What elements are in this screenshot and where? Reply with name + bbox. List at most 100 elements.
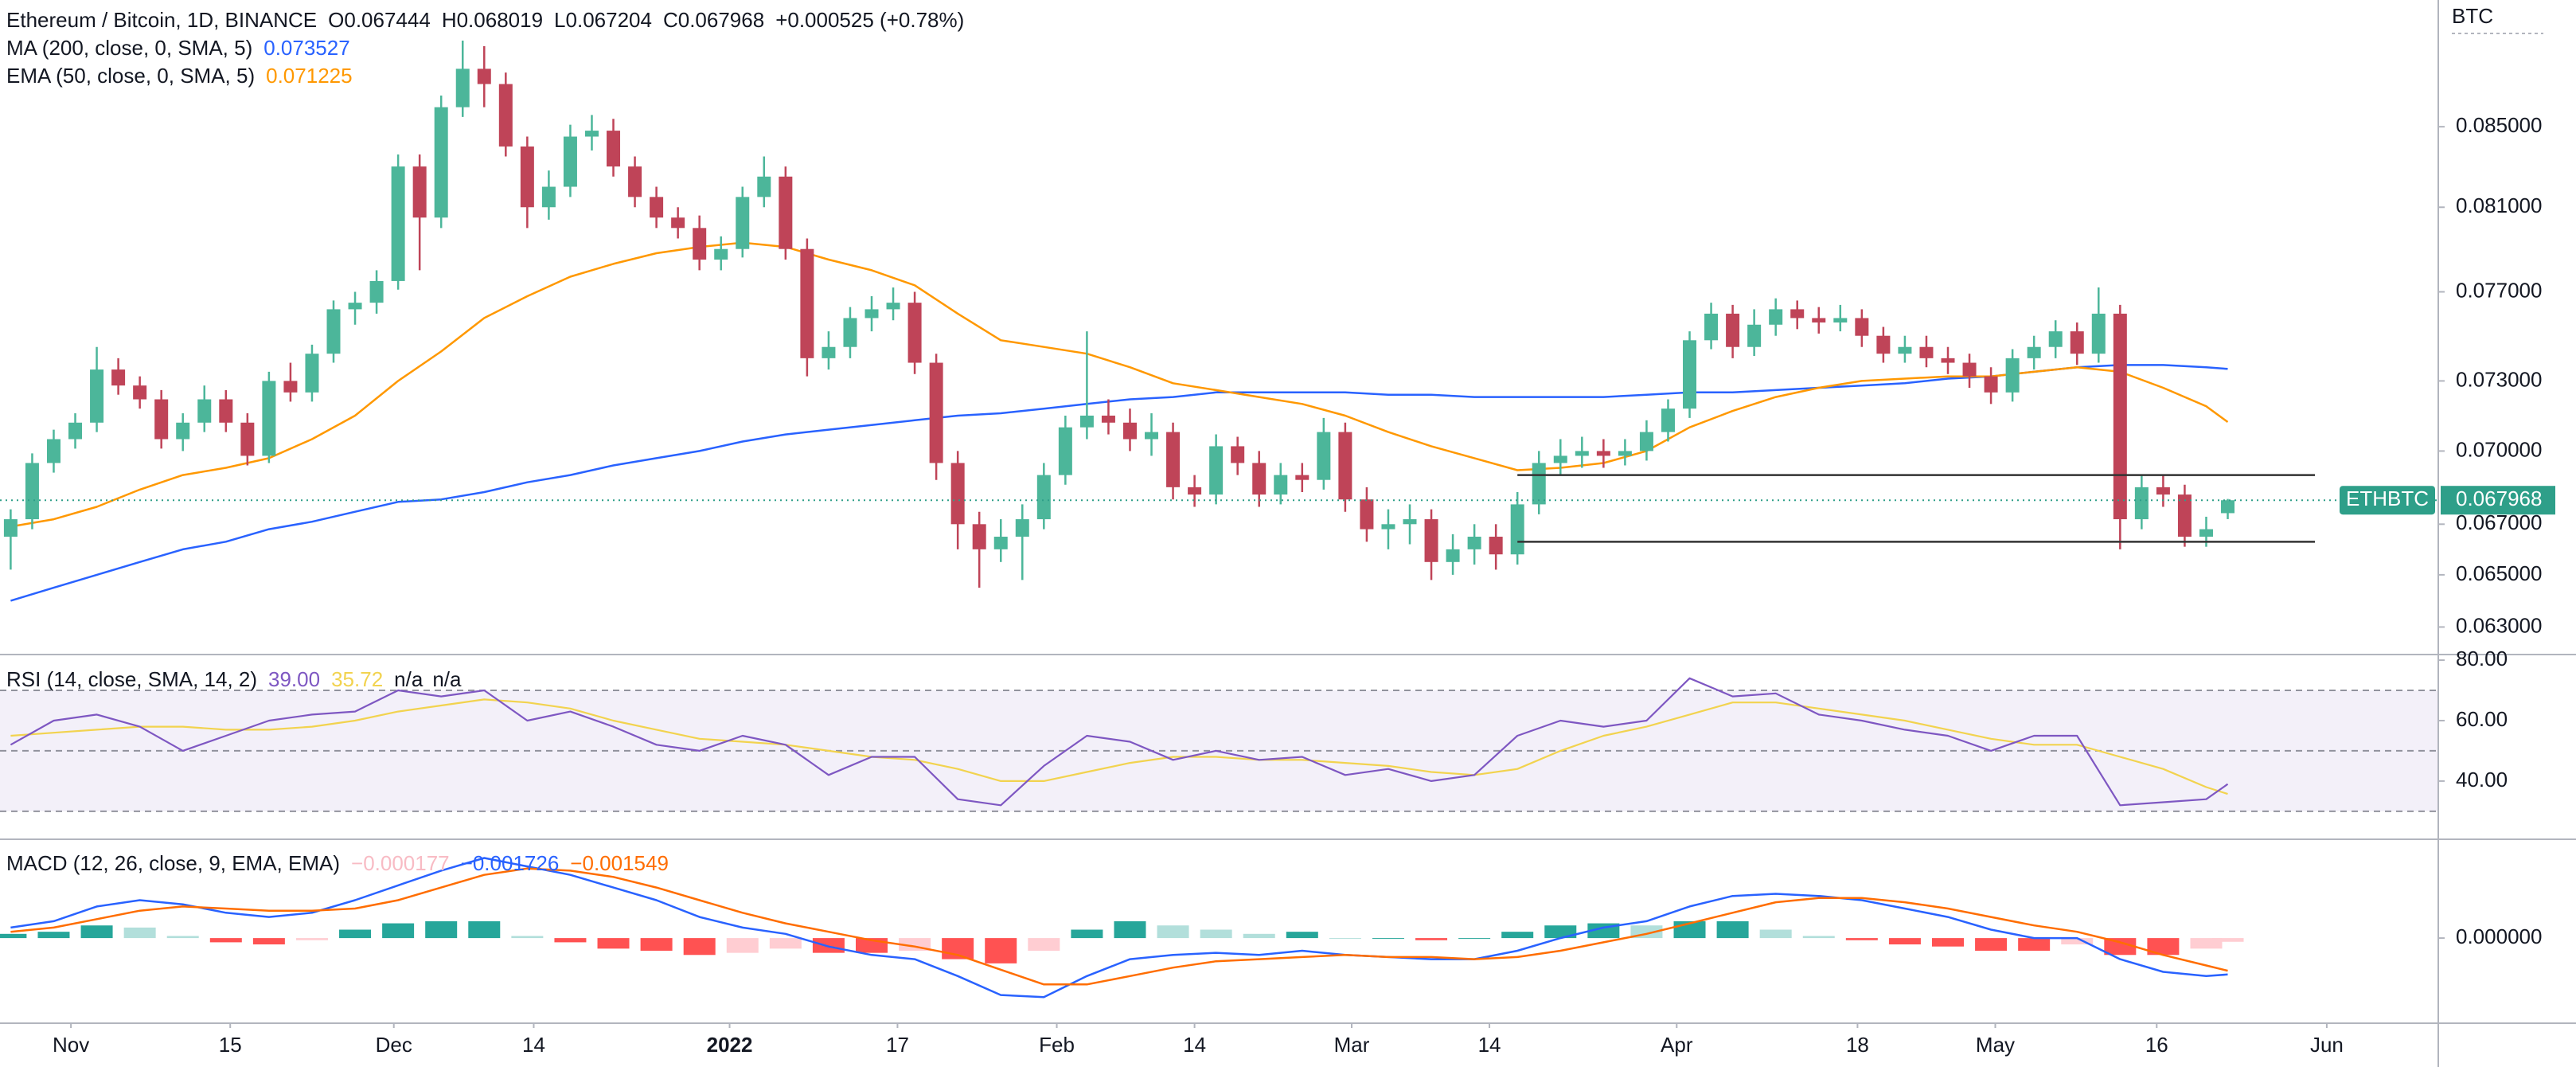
candle-body [1101, 415, 1115, 423]
candle-body [1683, 340, 1697, 409]
candle-body [1467, 537, 1481, 549]
histogram-bar [425, 920, 458, 939]
candle-body [1036, 475, 1051, 520]
candle-body [822, 346, 836, 358]
candle-body [2156, 487, 2170, 495]
candle-body [348, 303, 362, 310]
candle-body [477, 68, 491, 84]
candle-body [1532, 463, 1546, 505]
candle-body [584, 131, 599, 137]
candle-body [1575, 451, 1589, 456]
histogram-bar [985, 938, 1017, 963]
candle-body [563, 136, 577, 187]
y-tick-label: 0.077000 [2456, 278, 2542, 302]
candle-body [929, 362, 943, 463]
candle-body [1424, 519, 1438, 562]
candle-body [1295, 475, 1309, 480]
candle-body [843, 318, 857, 347]
rsi-name: RSI (14, close, SMA, 14, 2) [6, 667, 257, 691]
candle-body [1661, 408, 1675, 432]
candle-body [240, 422, 255, 456]
candle-body [714, 248, 728, 260]
y-tick-label: 0.081000 [2456, 193, 2542, 217]
histogram-bar [468, 920, 501, 939]
legend-ema: EMA (50, close, 0, SMA, 5) 0.071225 [6, 64, 353, 88]
candle-body [1079, 415, 1094, 428]
y-tick-label: 0.000000 [2456, 924, 2542, 948]
price-tag-bg [2441, 486, 2555, 515]
candle-body [219, 399, 233, 423]
candle-body [176, 422, 190, 440]
indicator-line [10, 867, 2228, 986]
candle-body [2091, 313, 2106, 354]
candle-body [1876, 335, 1891, 354]
candle-body [1446, 549, 1460, 562]
histogram-bar [1372, 938, 1404, 940]
candle-body [1833, 318, 1848, 322]
candle-body [154, 399, 169, 440]
candle-body [455, 68, 470, 107]
candle-body [2048, 331, 2063, 347]
candle-body [1984, 376, 1998, 393]
histogram-bar [2018, 938, 2051, 951]
candle-body [1639, 432, 1653, 451]
candle-body [1510, 504, 1524, 555]
x-tick-label: Feb [1039, 1033, 1075, 1057]
candle-body [800, 248, 814, 358]
indicator-line [10, 241, 2229, 528]
candle-body [2221, 500, 2235, 514]
histogram-bar [252, 938, 285, 945]
histogram-bar [1243, 933, 1275, 939]
y-tick-label: 0.070000 [2456, 437, 2542, 461]
histogram-bar [1415, 938, 1448, 940]
histogram-bar [1802, 936, 1835, 939]
candle-body [1166, 432, 1181, 487]
candle-body [736, 197, 750, 249]
candle-body [1747, 324, 1762, 347]
y-tick-label: 40.00 [2456, 768, 2508, 791]
histogram-bar [683, 938, 716, 956]
histogram-bar [2061, 938, 2094, 945]
candle-body [1726, 313, 1740, 347]
candle-body [46, 439, 60, 463]
histogram-bar [1932, 938, 1964, 947]
y-tick-label: 0.085000 [2456, 113, 2542, 137]
candle-body [1122, 422, 1137, 440]
candle-body [1145, 432, 1159, 440]
legend-main: Ethereum / Bitcoin, 1D, BINANCE O0.067444… [6, 8, 964, 32]
x-tick-label: 18 [1846, 1033, 1869, 1057]
candle-body [779, 176, 793, 249]
candle-body [950, 463, 965, 525]
histogram-bar [295, 938, 328, 940]
candle-body [1618, 451, 1632, 456]
histogram-bar [597, 938, 630, 949]
rsi-value: 39.00 [268, 667, 320, 691]
candle-body [434, 107, 448, 218]
x-tick-label: 17 [886, 1033, 909, 1057]
plot [0, 40, 2438, 999]
legend-macd: MACD (12, 26, close, 9, EMA, EMA) −0.0001… [6, 851, 669, 875]
candle-body [1553, 455, 1567, 463]
histogram-bar [1544, 925, 1577, 939]
candle-body [68, 422, 83, 440]
candle-body [2177, 494, 2192, 537]
indicator-line [10, 364, 2228, 602]
histogram-bar [2104, 938, 2137, 956]
y-tick-label: 0.065000 [2456, 561, 2542, 585]
candle-body [1381, 524, 1395, 530]
y-tick-label: 60.00 [2456, 707, 2508, 731]
x-tick-label: May [1976, 1033, 2015, 1057]
symbol-title: Ethereum / Bitcoin, 1D, BINANCE [6, 8, 317, 32]
x-tick-label: 16 [2145, 1033, 2168, 1057]
candle-body [133, 385, 147, 400]
na-value: n/a [432, 667, 462, 691]
histogram-bar [37, 932, 70, 939]
candle-body [2070, 331, 2084, 354]
histogram-bar [209, 938, 242, 943]
x-tick-label: Jun [2310, 1033, 2344, 1057]
candle-body [1058, 427, 1072, 475]
histogram-bar [554, 938, 587, 943]
candle-body [283, 381, 298, 393]
candle-body [628, 166, 642, 197]
